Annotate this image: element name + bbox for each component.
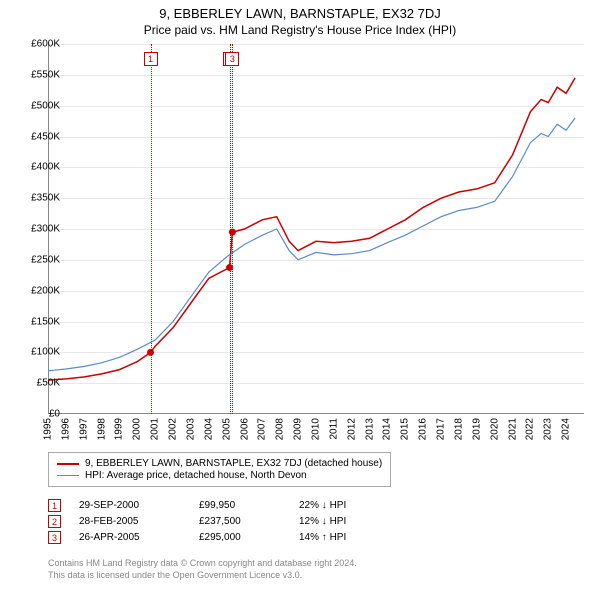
event-date: 28-FEB-2005 <box>79 516 199 527</box>
x-tick-label: 2002 <box>168 418 179 440</box>
x-tick-label: 2018 <box>453 418 464 440</box>
y-tick-label: £400K <box>16 162 60 173</box>
event-table-row: 1 29-SEP-2000£99,95022% ↓ HPI <box>48 499 399 512</box>
event-pct: 14% ↑ HPI <box>299 532 399 543</box>
event-vline <box>230 44 231 414</box>
event-pct: 12% ↓ HPI <box>299 516 399 527</box>
event-price: £99,950 <box>199 500 299 511</box>
x-tick-label: 2008 <box>275 418 286 440</box>
footnote-line1: Contains HM Land Registry data © Crown c… <box>48 558 357 570</box>
event-vline <box>232 44 233 414</box>
event-num: 2 <box>48 515 61 528</box>
event-table-row: 3 26-APR-2005£295,00014% ↑ HPI <box>48 531 399 544</box>
x-tick-label: 2011 <box>328 418 339 440</box>
legend-swatch <box>57 463 79 465</box>
x-tick-label: 2021 <box>507 418 518 440</box>
event-marker: 1 <box>144 52 158 66</box>
event-price: £295,000 <box>199 532 299 543</box>
legend-label: 9, EBBERLEY LAWN, BARNSTAPLE, EX32 7DJ (… <box>85 458 382 469</box>
events-table: 1 29-SEP-2000£99,95022% ↓ HPI 2 28-FEB-2005… <box>48 496 399 547</box>
x-tick-label: 2004 <box>203 418 214 440</box>
legend: 9, EBBERLEY LAWN, BARNSTAPLE, EX32 7DJ (… <box>48 452 391 487</box>
x-tick-label: 2005 <box>221 418 232 440</box>
x-tick-label: 1998 <box>96 418 107 440</box>
x-tick-label: 2016 <box>418 418 429 440</box>
event-vline <box>151 44 152 414</box>
event-price: £237,500 <box>199 516 299 527</box>
y-tick-label: £600K <box>16 39 60 50</box>
y-tick-label: £150K <box>16 316 60 327</box>
x-tick-label: 1996 <box>60 418 71 440</box>
y-tick-label: £300K <box>16 224 60 235</box>
x-tick-label: 2019 <box>471 418 482 440</box>
x-tick-label: 2015 <box>400 418 411 440</box>
x-tick-label: 2013 <box>364 418 375 440</box>
event-marker: 3 <box>225 52 239 66</box>
x-tick-label: 2022 <box>525 418 536 440</box>
x-tick-label: 2003 <box>185 418 196 440</box>
y-tick-label: £550K <box>16 69 60 80</box>
x-tick-label: 1997 <box>78 418 89 440</box>
legend-row: HPI: Average price, detached house, Nort… <box>57 470 382 481</box>
x-tick-label: 2001 <box>150 418 161 440</box>
y-tick-label: £250K <box>16 254 60 265</box>
y-tick-label: £450K <box>16 131 60 142</box>
footnote: Contains HM Land Registry data © Crown c… <box>48 558 357 581</box>
x-tick-label: 2012 <box>346 418 357 440</box>
x-tick-label: 2000 <box>132 418 143 440</box>
y-tick-label: £200K <box>16 285 60 296</box>
y-tick-label: £50K <box>16 378 60 389</box>
event-table-row: 2 28-FEB-2005£237,50012% ↓ HPI <box>48 515 399 528</box>
x-tick-label: 2014 <box>382 418 393 440</box>
x-tick-label: 1999 <box>114 418 125 440</box>
x-tick-label: 2023 <box>543 418 554 440</box>
chart-container: 9, EBBERLEY LAWN, BARNSTAPLE, EX32 7DJ P… <box>0 0 600 590</box>
x-tick-label: 2010 <box>311 418 322 440</box>
x-tick-label: 2024 <box>561 418 572 440</box>
y-tick-label: £100K <box>16 347 60 358</box>
x-tick-label: 1995 <box>43 418 54 440</box>
event-date: 26-APR-2005 <box>79 532 199 543</box>
x-tick-label: 2020 <box>489 418 500 440</box>
event-date: 29-SEP-2000 <box>79 500 199 511</box>
y-tick-label: £350K <box>16 193 60 204</box>
x-tick-label: 2009 <box>293 418 304 440</box>
y-tick-label: £500K <box>16 100 60 111</box>
event-num: 3 <box>48 531 61 544</box>
x-tick-label: 2017 <box>436 418 447 440</box>
event-pct: 22% ↓ HPI <box>299 500 399 511</box>
x-tick-label: 2006 <box>239 418 250 440</box>
x-tick-label: 2007 <box>257 418 268 440</box>
legend-label: HPI: Average price, detached house, Nort… <box>85 470 307 481</box>
footnote-line2: This data is licensed under the Open Gov… <box>48 570 357 582</box>
legend-swatch <box>57 475 79 476</box>
plot-svg <box>0 0 600 460</box>
series-property <box>48 78 575 380</box>
legend-row: 9, EBBERLEY LAWN, BARNSTAPLE, EX32 7DJ (… <box>57 458 382 469</box>
event-num: 1 <box>48 499 61 512</box>
